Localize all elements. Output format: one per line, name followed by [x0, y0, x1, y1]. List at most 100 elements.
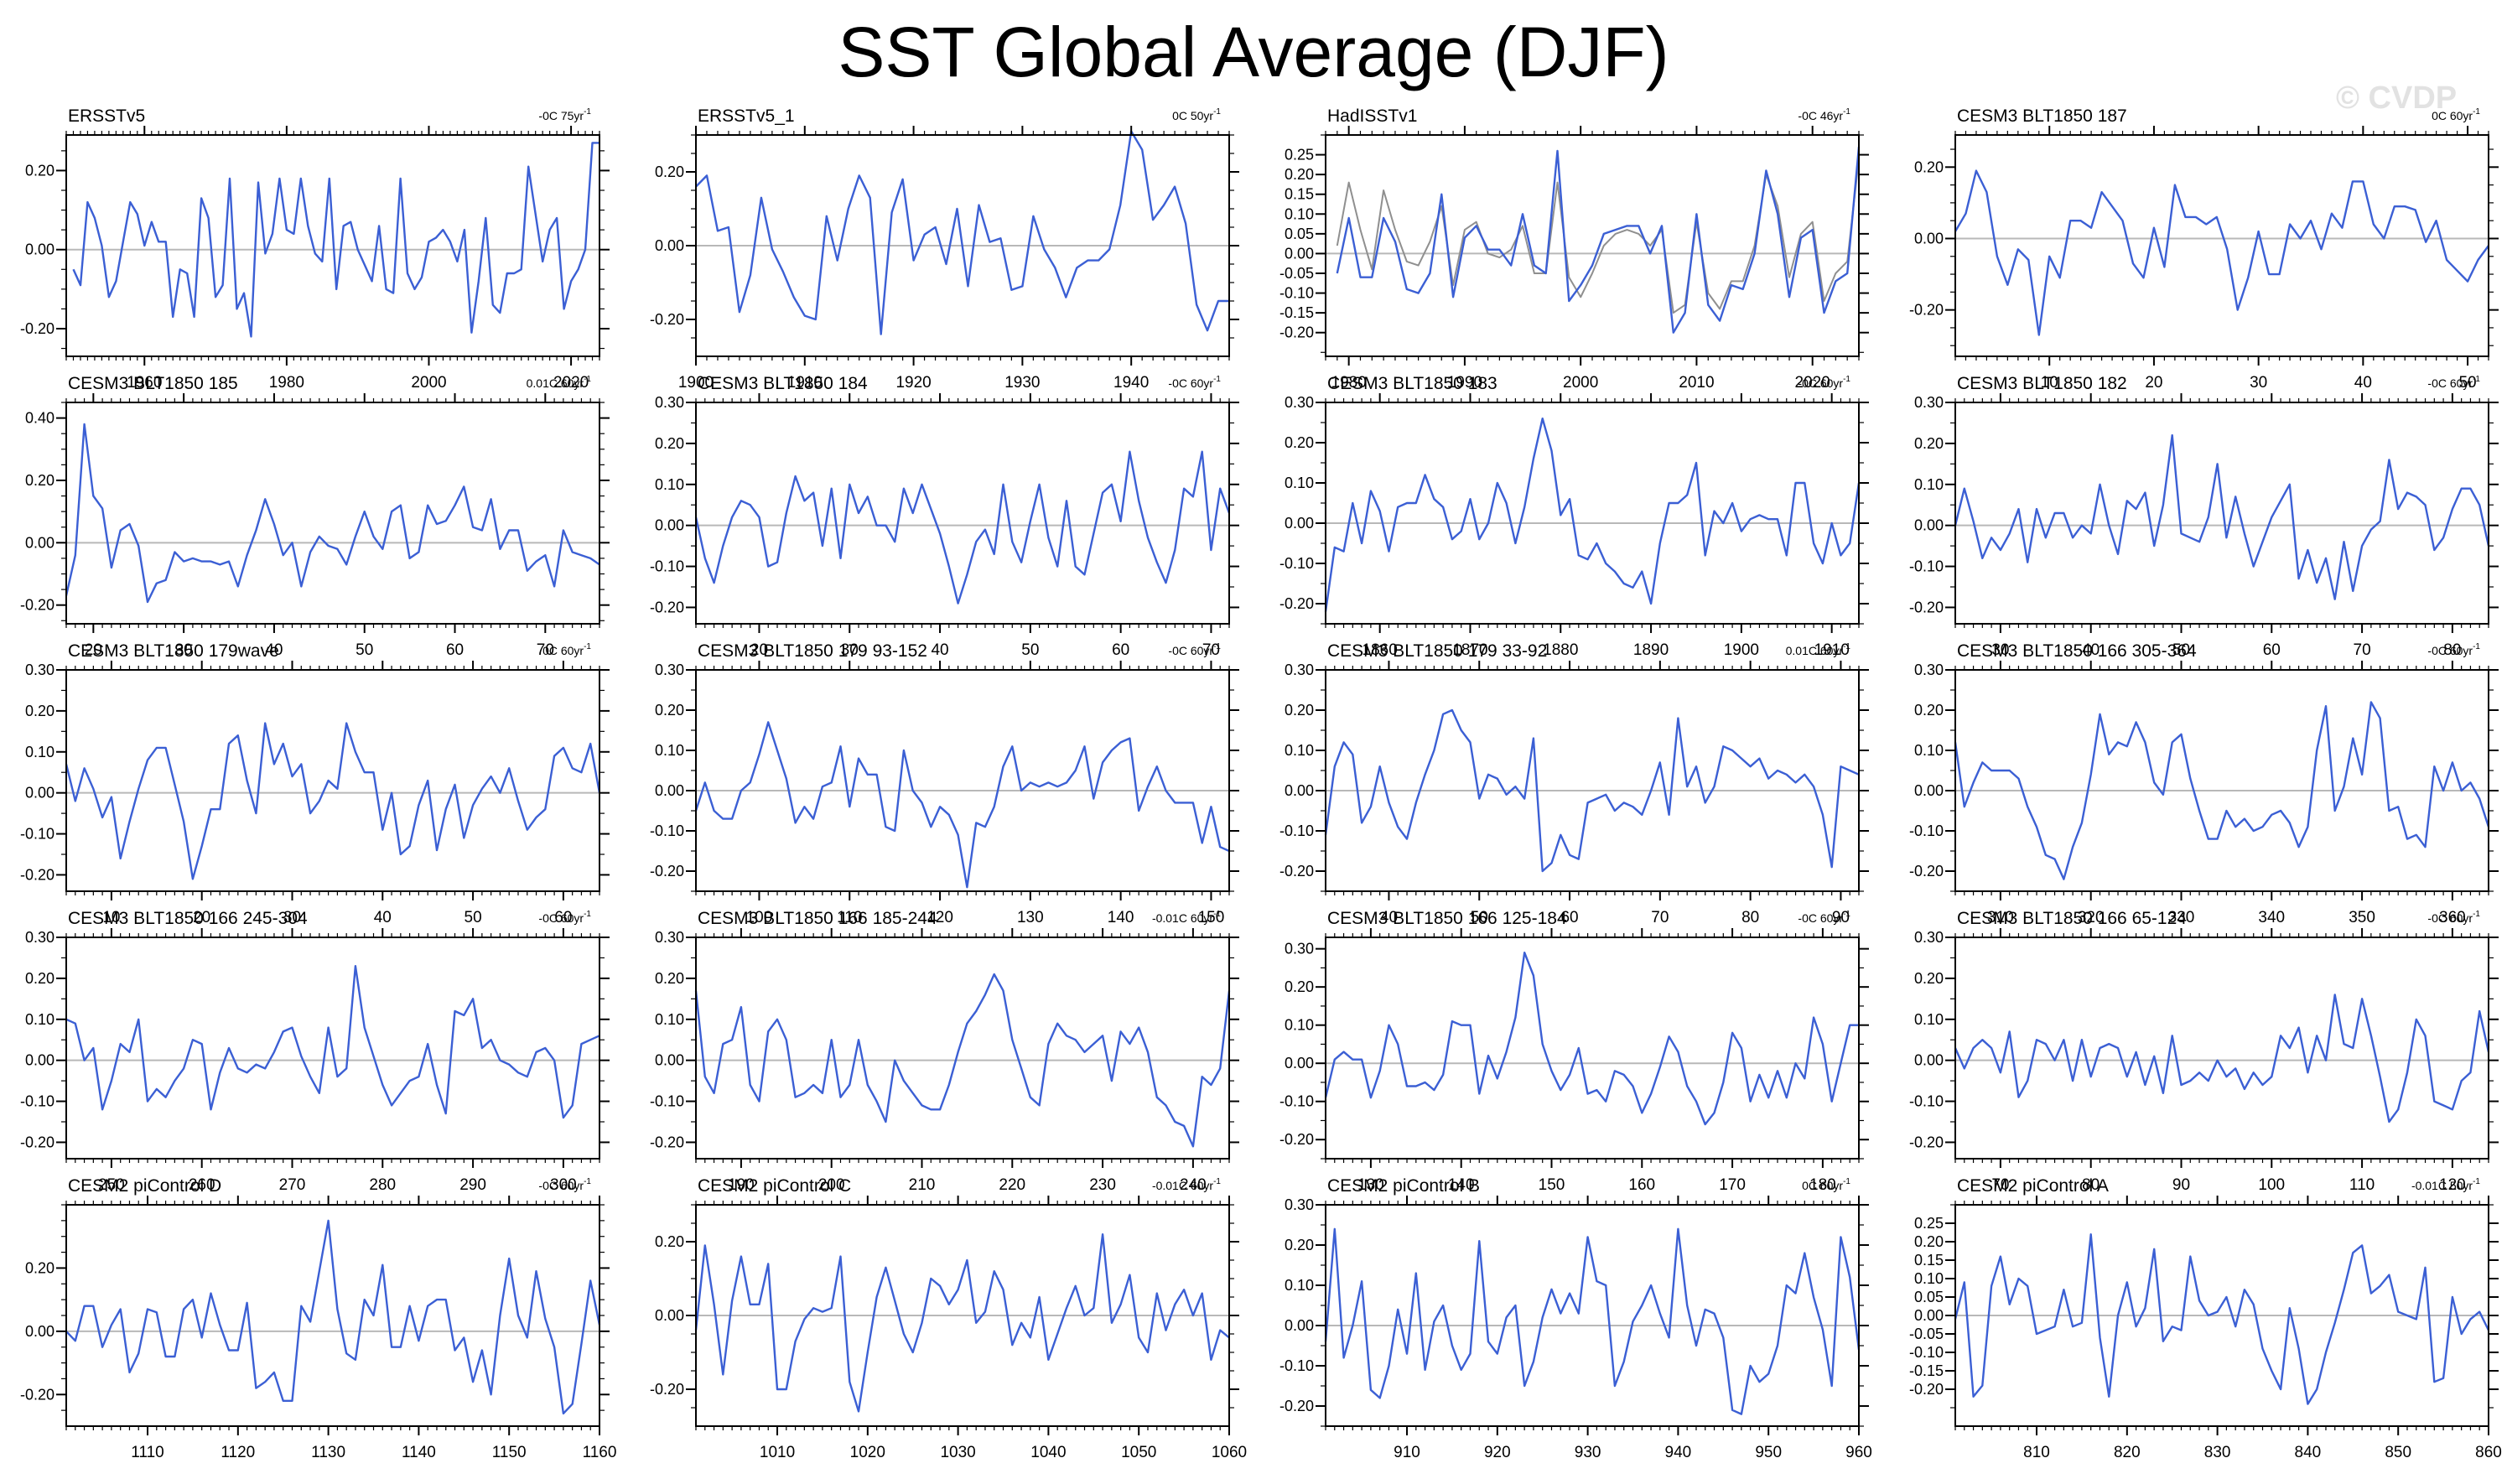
y-tick-label: 0.20 — [1285, 434, 1314, 451]
y-tick-label: 0.20 — [25, 1259, 54, 1276]
y-tick-label: 0.15 — [1914, 1252, 1944, 1269]
trend-label: -0.01C 50yr-1 — [2411, 1177, 2480, 1192]
panel-title: CESM3 BLT1850 184 — [698, 374, 868, 393]
y-tick-label: 0.30 — [1914, 662, 1944, 678]
x-tick-label: 110 — [2349, 1176, 2375, 1194]
trend-value: -0C 60yr — [2427, 644, 2473, 657]
trend-value: -0C 60yr — [1168, 644, 1213, 657]
trend-value: 0C 60yr — [542, 644, 584, 657]
trend-label: -0.01C 60yr-1 — [1152, 1177, 1221, 1192]
panel-4: 10 20 30 40 50 -0.20 0.00 0.20 CESM3 BLT1850 187… — [1909, 106, 2499, 392]
x-tick-label: 190 — [728, 1176, 755, 1194]
y-tick-label: 0.30 — [1285, 662, 1314, 678]
y-tick-label: -0.10 — [1909, 1344, 1944, 1361]
x-tick-label: 50 — [2172, 641, 2190, 659]
y-tick-label: 0.20 — [1914, 702, 1944, 719]
trend-exponent: -1 — [1843, 910, 1850, 919]
x-tick-label: 1140 — [402, 1444, 436, 1461]
trend-exponent: -1 — [1843, 375, 1850, 384]
trend-exponent: -1 — [1843, 107, 1850, 117]
x-tick-label: 250 — [98, 1176, 125, 1194]
y-tick-label: -0.20 — [650, 311, 684, 328]
x-tick-label: 340 — [2258, 909, 2285, 926]
trend-exponent: -1 — [584, 642, 591, 651]
series-line — [1324, 1227, 1861, 1415]
panel-title: CESM3 BLT1850 179 93-152 — [698, 641, 927, 661]
y-tick-label: 0.00 — [1285, 782, 1314, 799]
x-tick-label: 90 — [2172, 1176, 2190, 1194]
plot-frame — [1954, 134, 2489, 357]
y-tick-label: -0.20 — [20, 866, 54, 883]
panel-title: CESM3 BLT1850 166 185-244 — [698, 909, 937, 928]
x-tick-label: 60 — [2263, 641, 2281, 659]
y-tick-label: 0.10 — [655, 742, 684, 759]
y-tick-label: -0.10 — [1279, 285, 1314, 302]
y-tick-label: -0.10 — [1909, 822, 1944, 839]
y-tick-label: 0.10 — [1914, 1270, 1944, 1287]
y-tick-label: 0.00 — [25, 241, 54, 258]
panel-13: 250 260 270 280 290 300 -0.20 -0.10 0.00 0.10 0.20… — [20, 909, 610, 1194]
panel-10: 100 110 120 130 140 150 -0.20 -0.10 0.00 0.10 0.20… — [650, 641, 1239, 926]
y-tick-label: 0.20 — [25, 472, 54, 489]
x-tick-label: 120 — [2439, 1176, 2466, 1194]
y-tick-label: -0.10 — [1279, 1357, 1314, 1374]
panel-title: CESM3 BLT1850 166 305-364 — [1957, 641, 2197, 661]
panel-title: CESM3 BLT1850 183 — [1327, 374, 1497, 393]
y-tick-label: 0.25 — [1285, 147, 1314, 163]
x-tick-label: 50 — [356, 641, 373, 659]
y-tick-label: 0.00 — [1285, 515, 1314, 532]
x-tick-label: 100 — [2258, 1176, 2285, 1194]
y-tick-label: 0.00 — [1914, 1307, 1944, 1324]
y-tick-label: 0.30 — [1285, 941, 1314, 957]
x-tick-label: 1910 — [1814, 641, 1850, 659]
series-line — [65, 423, 600, 604]
trend-exponent: -1 — [1213, 107, 1221, 117]
y-tick-label: 0.20 — [1914, 435, 1944, 452]
plot-frame — [1954, 669, 2489, 892]
x-tick-label: 20 — [85, 641, 102, 659]
panel-title: CESM2 piControl D — [68, 1176, 221, 1196]
y-tick-label: 0.10 — [655, 1011, 684, 1028]
y-tick-label: -0.20 — [1909, 863, 1944, 880]
y-tick-label: -0.20 — [650, 1381, 684, 1398]
panel-20: 810 820 830 840 850 860 -0.20 -0.15-0.10 -0.05 0.… — [1909, 1176, 2502, 1461]
x-tick-label: 30 — [175, 641, 193, 659]
x-tick-label: 10 — [102, 909, 120, 926]
x-tick-label: 860 — [2475, 1444, 2502, 1461]
x-tick-label: 840 — [2295, 1444, 2322, 1461]
x-tick-label: 1860 — [1362, 641, 1398, 659]
y-tick-label: -0.20 — [1279, 324, 1314, 341]
plot-frame — [695, 937, 1230, 1160]
y-tick-label: 0.20 — [1914, 970, 1944, 987]
panel-title: CESM2 piControl A — [1957, 1176, 2109, 1196]
trend-exponent: -1 — [1213, 375, 1221, 384]
y-tick-label: 0.10 — [25, 1011, 54, 1028]
series-line — [1336, 146, 1861, 334]
y-tick-label: -0.20 — [20, 320, 54, 337]
panel-title: CESM3 BLT1850 166 125-184 — [1327, 909, 1567, 928]
panel-title: CESM3 BLT1850 182 — [1957, 374, 2127, 393]
x-tick-label: 1900 — [678, 374, 714, 392]
x-tick-label: 1020 — [850, 1444, 885, 1461]
x-tick-label: 1910 — [787, 374, 823, 392]
x-tick-label: 1060 — [1212, 1444, 1247, 1461]
x-tick-label: 2020 — [553, 374, 589, 392]
y-tick-label: 0.30 — [1914, 394, 1944, 411]
y-tick-label: 0.10 — [1285, 742, 1314, 759]
y-tick-label: 0.40 — [25, 410, 54, 427]
x-tick-label: 70 — [1991, 1176, 2009, 1194]
plot-frame — [1325, 134, 1860, 357]
trend-label: -0C 60yr-1 — [1168, 642, 1221, 657]
panel-title: CESM3 BLT1850 179 33-92 — [1327, 641, 1547, 661]
y-tick-label: 0.10 — [1285, 1017, 1314, 1034]
y-tick-label: 0.30 — [25, 662, 54, 678]
y-tick-label: 0.00 — [655, 1052, 684, 1069]
trend-exponent: -1 — [2473, 107, 2480, 117]
y-tick-label: 0.10 — [1914, 742, 1944, 759]
plot-frame — [65, 669, 600, 892]
x-tick-label: 1130 — [311, 1444, 345, 1461]
series-line — [1954, 1232, 2490, 1405]
series-line — [65, 964, 600, 1119]
x-tick-label: 350 — [2349, 909, 2375, 926]
x-tick-label: 40 — [374, 909, 392, 926]
